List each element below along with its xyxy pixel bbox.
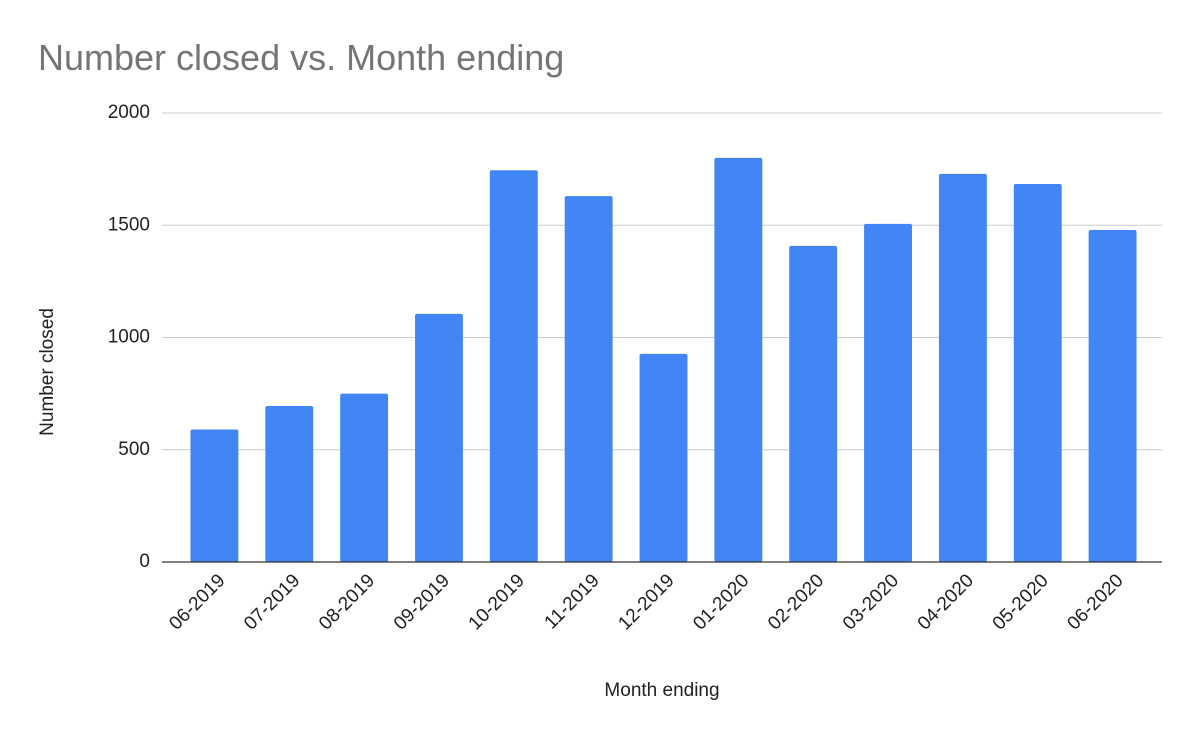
bar — [564, 196, 613, 562]
y-tick-label: 500 — [118, 439, 150, 460]
bar — [864, 223, 912, 562]
y-tick-label: 2000 — [108, 102, 150, 123]
chart-title: Number closed vs. Month ending — [38, 37, 564, 78]
bar — [938, 173, 987, 563]
bar — [340, 393, 389, 562]
bar — [639, 353, 688, 562]
bar — [1013, 183, 1062, 562]
bar — [489, 170, 538, 562]
bar — [190, 429, 239, 562]
bar — [714, 157, 763, 562]
bar — [789, 245, 838, 563]
y-axis-title: Number closed — [37, 308, 58, 436]
y-tick-label: 0 — [139, 551, 150, 572]
bar — [265, 405, 314, 562]
bar — [1088, 229, 1137, 563]
bar — [415, 313, 463, 562]
x-axis-title: Month ending — [604, 680, 719, 701]
y-tick-label: 1500 — [108, 214, 150, 235]
y-tick-label: 1000 — [108, 327, 150, 348]
